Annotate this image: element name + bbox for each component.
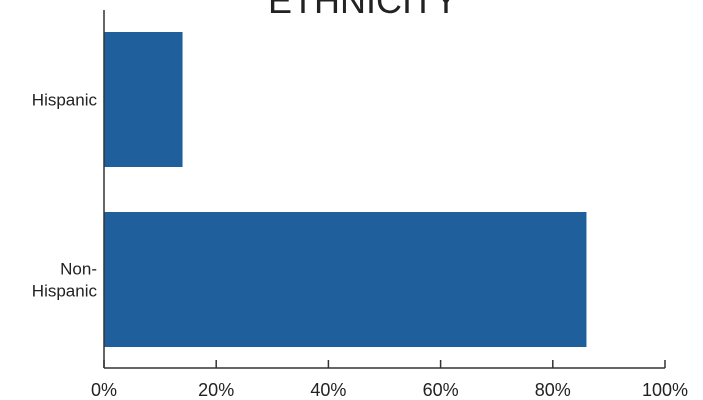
x-tick-label-100: 100% bbox=[642, 380, 688, 400]
category-label-hispanic: Hispanic bbox=[32, 91, 98, 110]
x-axis: 0% 20% 40% 60% 80% 100% bbox=[91, 360, 688, 400]
bar-group bbox=[104, 32, 587, 347]
x-tick-label-80: 80% bbox=[535, 380, 571, 400]
x-tick-label-20: 20% bbox=[198, 380, 234, 400]
x-tick-label-0: 0% bbox=[91, 380, 117, 400]
category-label-non-hispanic: Non- Hispanic bbox=[32, 260, 98, 301]
category-label-line: Hispanic bbox=[32, 282, 98, 301]
x-tick-label-40: 40% bbox=[310, 380, 346, 400]
category-labels: Hispanic Non- Hispanic bbox=[32, 91, 98, 301]
x-tick-label-60: 60% bbox=[423, 380, 459, 400]
chart-title: ETHNICITY bbox=[268, 0, 458, 21]
bar-non-hispanic bbox=[104, 212, 587, 347]
category-label-line: Hispanic bbox=[32, 91, 98, 110]
category-label-line: Non- bbox=[60, 260, 97, 279]
bar-hispanic bbox=[104, 32, 183, 167]
